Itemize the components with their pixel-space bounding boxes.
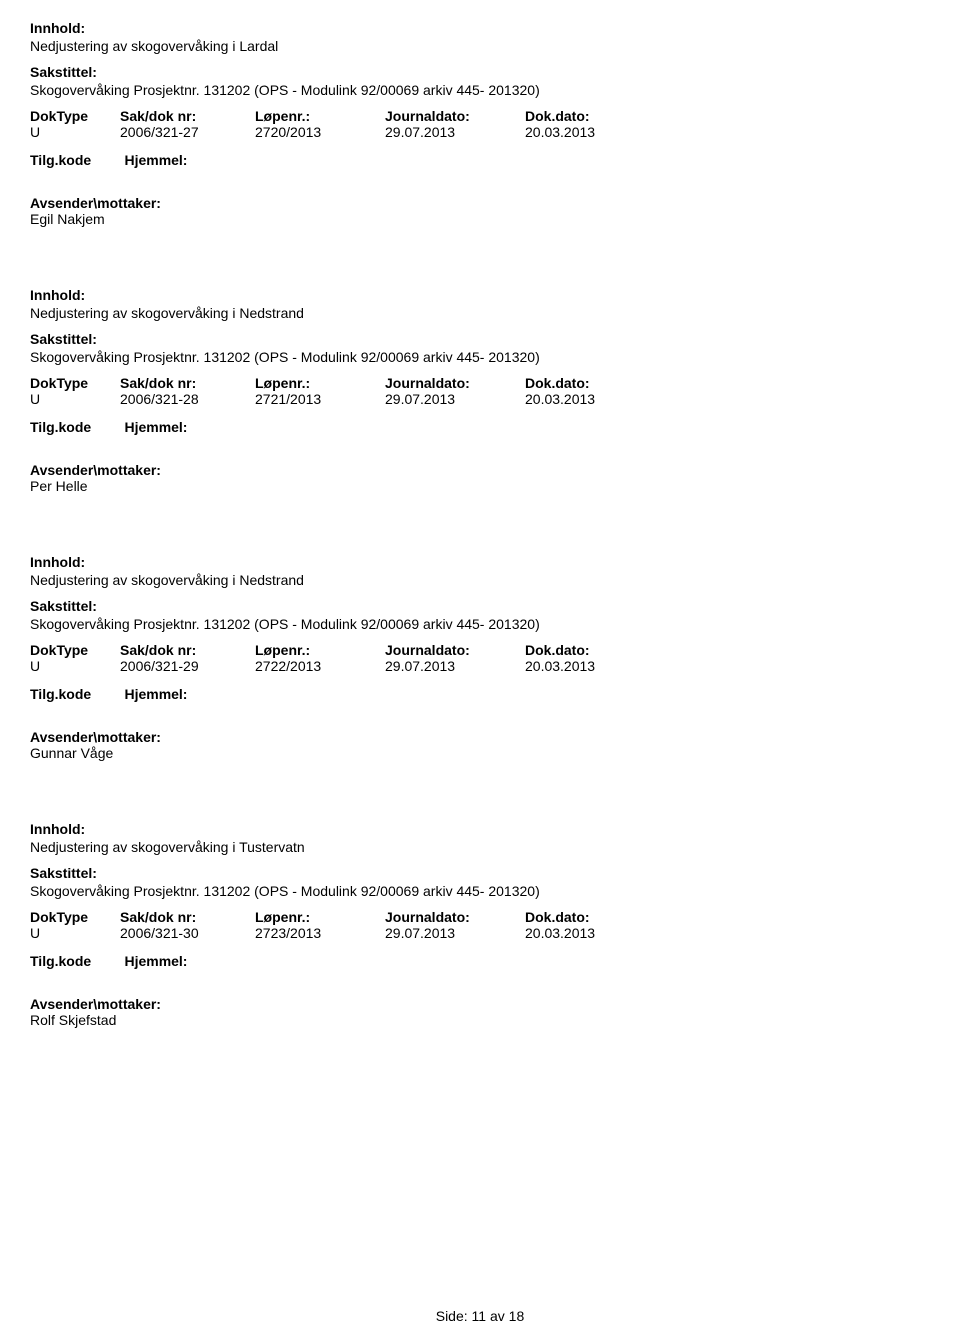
doktype-value: U: [30, 658, 120, 674]
record: Innhold: Nedjustering av skogovervåking …: [30, 821, 930, 1028]
hjemmel-label: Hjemmel:: [124, 686, 187, 702]
innhold-label: Innhold:: [30, 554, 930, 570]
dokdato-value: 20.03.2013: [525, 124, 655, 140]
dokdato-value: 20.03.2013: [525, 925, 655, 941]
avsender-label: Avsender\mottaker:: [30, 195, 930, 211]
saknr-value: 2006/321-27: [120, 124, 255, 140]
lopenr-value: 2720/2013: [255, 124, 385, 140]
record: Innhold: Nedjustering av skogovervåking …: [30, 287, 930, 494]
page-total: 18: [509, 1308, 525, 1324]
avsender-label: Avsender\mottaker:: [30, 729, 930, 745]
avsender-value: Per Helle: [30, 478, 930, 494]
sakstittel-text: Skogovervåking Prosjektnr. 131202 (OPS -…: [30, 349, 930, 365]
lopenr-header: Løpenr.:: [255, 375, 385, 391]
avsender-label: Avsender\mottaker:: [30, 996, 930, 1012]
hjemmel-label: Hjemmel:: [124, 152, 187, 168]
lopenr-header: Løpenr.:: [255, 642, 385, 658]
dokdato-header: Dok.dato:: [525, 642, 655, 658]
avsender-value: Rolf Skjefstad: [30, 1012, 930, 1028]
sakstittel-label: Sakstittel:: [30, 598, 930, 614]
lopenr-value: 2723/2013: [255, 925, 385, 941]
journaldato-value: 29.07.2013: [385, 391, 525, 407]
doktype-value: U: [30, 124, 120, 140]
innhold-text: Nedjustering av skogovervåking i Lardal: [30, 38, 930, 54]
hjemmel-row: Tilg.kode Hjemmel:: [30, 152, 930, 170]
page-current: 11: [472, 1308, 487, 1324]
lopenr-value: 2722/2013: [255, 658, 385, 674]
saknr-header: Sak/dok nr:: [120, 909, 255, 925]
saknr-header: Sak/dok nr:: [120, 108, 255, 124]
data-row: U 2006/321-29 2722/2013 29.07.2013 20.03…: [30, 658, 930, 674]
dokdato-value: 20.03.2013: [525, 391, 655, 407]
doktype-header: DokType: [30, 108, 120, 124]
dokdato-header: Dok.dato:: [525, 375, 655, 391]
sakstittel-text: Skogovervåking Prosjektnr. 131202 (OPS -…: [30, 883, 930, 899]
tilgkode-label: Tilg.kode: [30, 152, 120, 168]
journaldato-header: Journaldato:: [385, 909, 525, 925]
journaldato-value: 29.07.2013: [385, 124, 525, 140]
avsender-value: Gunnar Våge: [30, 745, 930, 761]
sakstittel-label: Sakstittel:: [30, 865, 930, 881]
record: Innhold: Nedjustering av skogovervåking …: [30, 20, 930, 227]
saknr-value: 2006/321-29: [120, 658, 255, 674]
journaldato-header: Journaldato:: [385, 642, 525, 658]
hjemmel-row: Tilg.kode Hjemmel:: [30, 419, 930, 437]
saknr-header: Sak/dok nr:: [120, 375, 255, 391]
journaldato-value: 29.07.2013: [385, 658, 525, 674]
column-headers: DokType Sak/dok nr: Løpenr.: Journaldato…: [30, 642, 930, 658]
column-headers: DokType Sak/dok nr: Løpenr.: Journaldato…: [30, 909, 930, 925]
innhold-text: Nedjustering av skogovervåking i Nedstra…: [30, 572, 930, 588]
doktype-header: DokType: [30, 375, 120, 391]
hjemmel-row: Tilg.kode Hjemmel:: [30, 953, 930, 971]
data-row: U 2006/321-27 2720/2013 29.07.2013 20.03…: [30, 124, 930, 140]
sakstittel-label: Sakstittel:: [30, 64, 930, 80]
data-row: U 2006/321-28 2721/2013 29.07.2013 20.03…: [30, 391, 930, 407]
doktype-header: DokType: [30, 909, 120, 925]
page-of: av: [490, 1308, 505, 1324]
doktype-header: DokType: [30, 642, 120, 658]
avsender-label: Avsender\mottaker:: [30, 462, 930, 478]
saknr-value: 2006/321-30: [120, 925, 255, 941]
dokdato-header: Dok.dato:: [525, 108, 655, 124]
innhold-label: Innhold:: [30, 821, 930, 837]
avsender-value: Egil Nakjem: [30, 211, 930, 227]
sakstittel-label: Sakstittel:: [30, 331, 930, 347]
hjemmel-label: Hjemmel:: [124, 419, 187, 435]
data-row: U 2006/321-30 2723/2013 29.07.2013 20.03…: [30, 925, 930, 941]
lopenr-header: Løpenr.:: [255, 108, 385, 124]
saknr-header: Sak/dok nr:: [120, 642, 255, 658]
innhold-label: Innhold:: [30, 287, 930, 303]
doktype-value: U: [30, 925, 120, 941]
lopenr-value: 2721/2013: [255, 391, 385, 407]
page-footer: Side: 11 av 18: [0, 1308, 960, 1324]
innhold-text: Nedjustering av skogovervåking i Nedstra…: [30, 305, 930, 321]
page-label: Side:: [436, 1308, 468, 1324]
sakstittel-text: Skogovervåking Prosjektnr. 131202 (OPS -…: [30, 82, 930, 98]
dokdato-value: 20.03.2013: [525, 658, 655, 674]
tilgkode-label: Tilg.kode: [30, 686, 120, 702]
doktype-value: U: [30, 391, 120, 407]
record: Innhold: Nedjustering av skogovervåking …: [30, 554, 930, 761]
sakstittel-text: Skogovervåking Prosjektnr. 131202 (OPS -…: [30, 616, 930, 632]
dokdato-header: Dok.dato:: [525, 909, 655, 925]
journaldato-header: Journaldato:: [385, 108, 525, 124]
saknr-value: 2006/321-28: [120, 391, 255, 407]
hjemmel-row: Tilg.kode Hjemmel:: [30, 686, 930, 704]
tilgkode-label: Tilg.kode: [30, 953, 120, 969]
lopenr-header: Løpenr.:: [255, 909, 385, 925]
journaldato-value: 29.07.2013: [385, 925, 525, 941]
column-headers: DokType Sak/dok nr: Løpenr.: Journaldato…: [30, 375, 930, 391]
journaldato-header: Journaldato:: [385, 375, 525, 391]
tilgkode-label: Tilg.kode: [30, 419, 120, 435]
innhold-label: Innhold:: [30, 20, 930, 36]
column-headers: DokType Sak/dok nr: Løpenr.: Journaldato…: [30, 108, 930, 124]
hjemmel-label: Hjemmel:: [124, 953, 187, 969]
innhold-text: Nedjustering av skogovervåking i Tusterv…: [30, 839, 930, 855]
